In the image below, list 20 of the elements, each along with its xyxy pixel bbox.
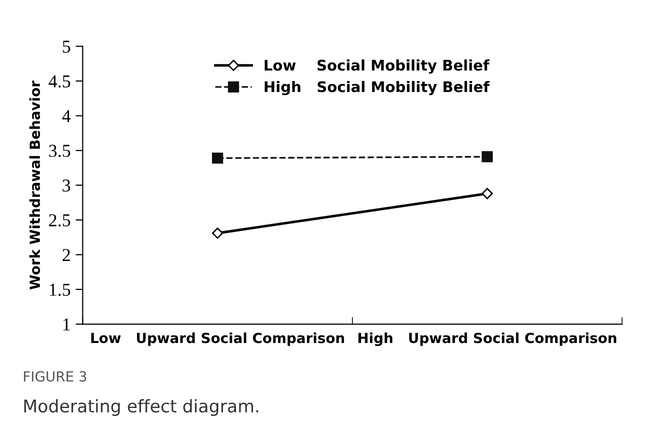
y-tick-label: 1.5 [50, 284, 70, 296]
x-tick-label: Low Upward Social Comparison [91, 332, 344, 346]
legend-label: High Social Mobility Belief [264, 80, 490, 96]
point [212, 152, 224, 164]
y-tick-label: 4 [62, 110, 71, 122]
y-tick-label: 3 [62, 180, 70, 192]
text: Moderating effect diagram. [24, 399, 258, 416]
y-tick-label: 4.5 [48, 75, 70, 88]
caption: FIGURE 3 [24, 371, 86, 382]
point [482, 188, 493, 200]
y-tick-label: 2 [62, 248, 70, 261]
y-tick-label: 1 [63, 318, 70, 330]
legend-label: Low Social Mobility Belief [264, 59, 490, 74]
point [212, 228, 224, 239]
y-tick-label: 2.5 [49, 214, 70, 226]
y-tick-label: 5 [62, 40, 70, 53]
point [482, 151, 493, 162]
y-tick-label: 3.5 [49, 144, 70, 158]
x-tick-label: High Upward Social Comparison [358, 332, 616, 346]
y-axis-title: Work Withdrawal Behavior [29, 80, 40, 290]
